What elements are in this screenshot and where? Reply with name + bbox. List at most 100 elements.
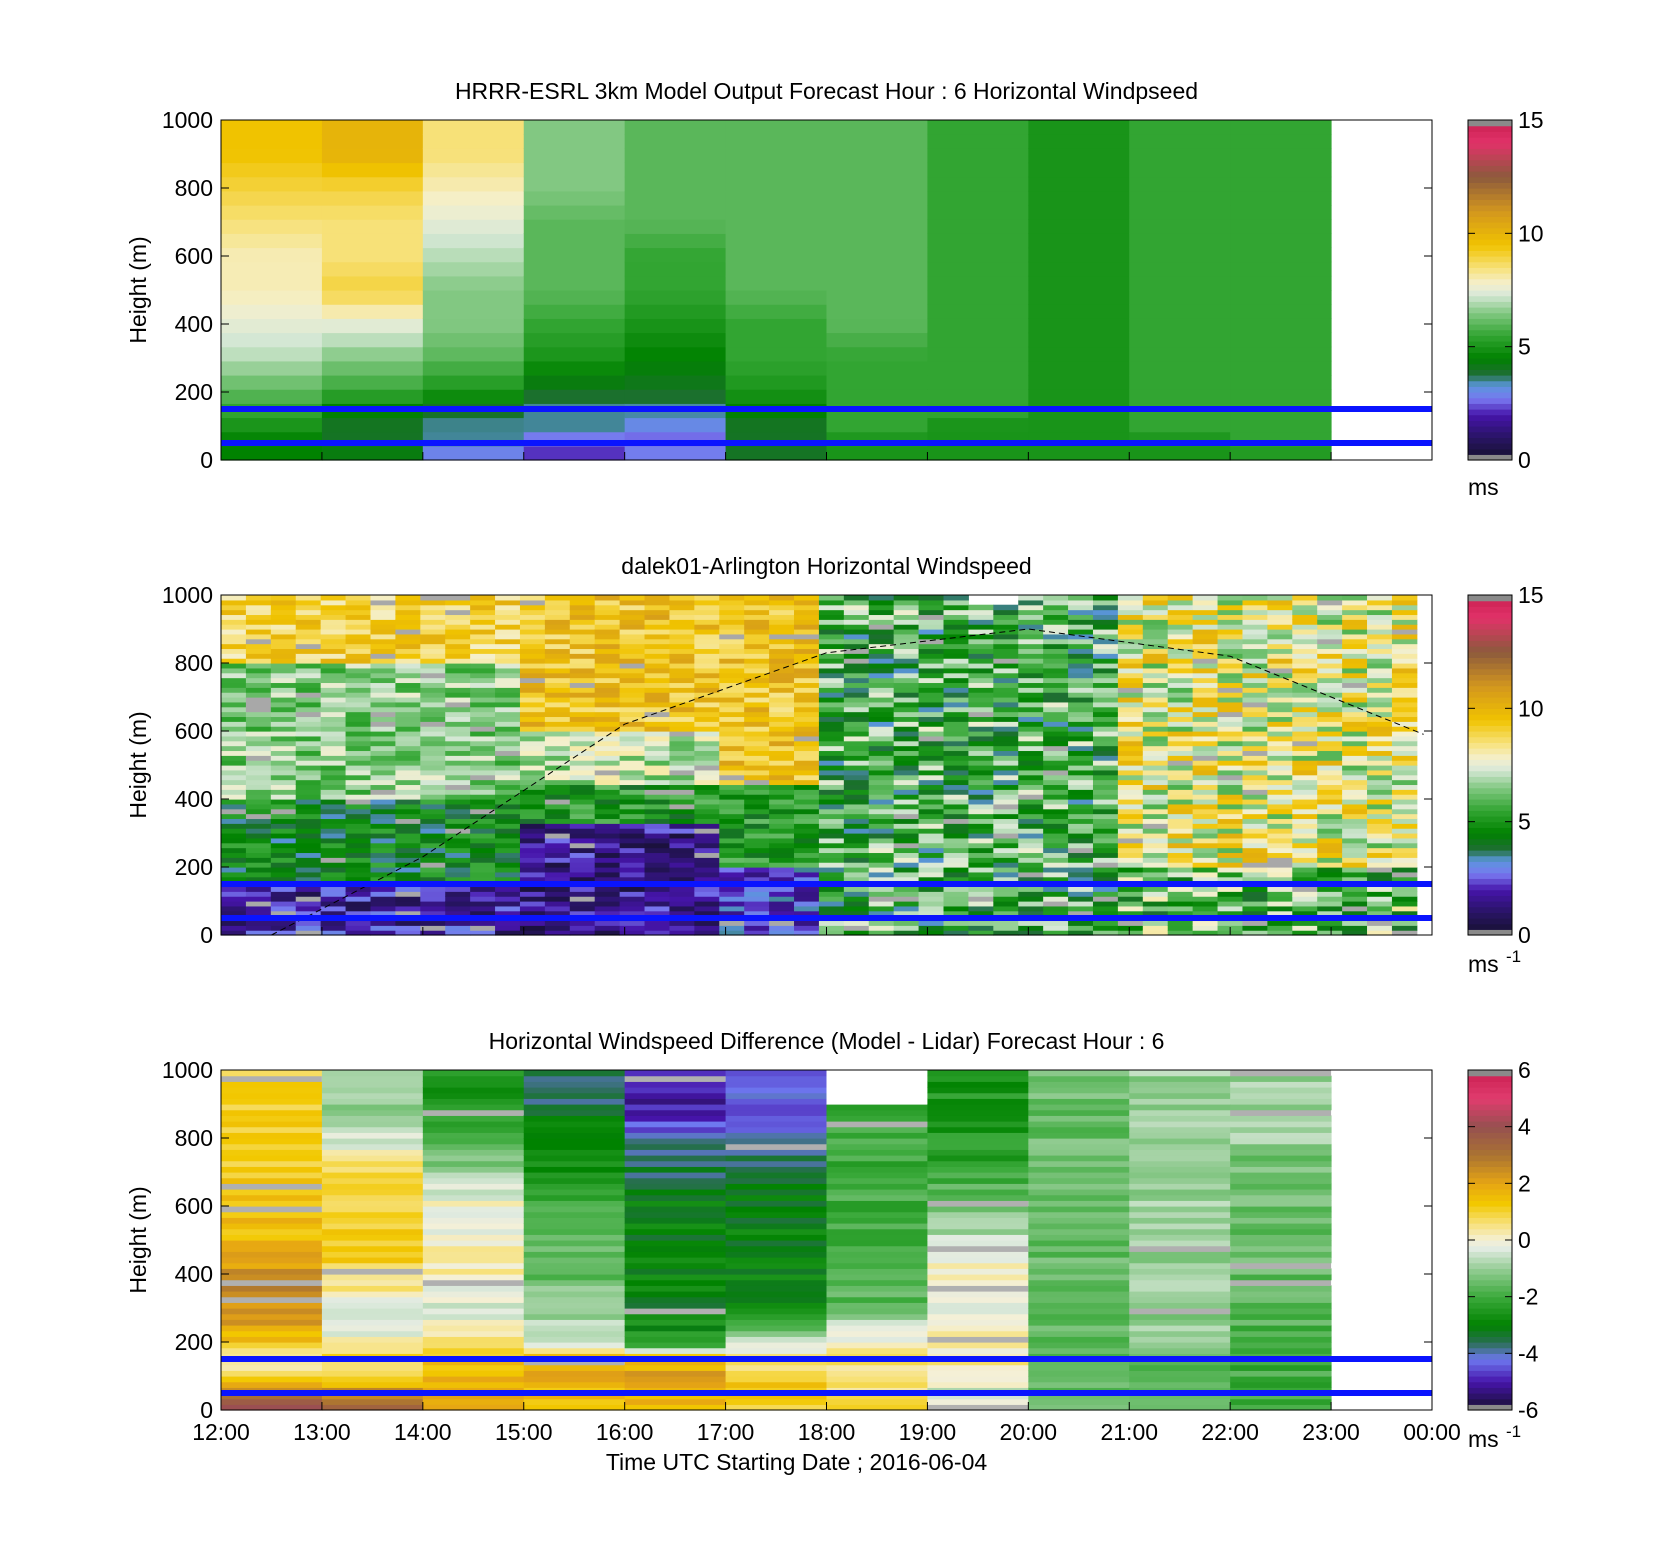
heatmap-cell bbox=[993, 794, 1019, 800]
heatmap-cell bbox=[1028, 1166, 1130, 1173]
heatmap-cell bbox=[1267, 847, 1293, 854]
heatmap-cell bbox=[495, 692, 521, 698]
heatmap-cell bbox=[1217, 774, 1243, 781]
heatmap-cell bbox=[1117, 658, 1144, 664]
heatmap-cell bbox=[826, 1291, 928, 1298]
heatmap-cell bbox=[495, 624, 521, 630]
heatmap-cell bbox=[1167, 614, 1194, 620]
heatmap-cell bbox=[619, 609, 646, 616]
heatmap-cell bbox=[594, 609, 621, 616]
heatmap-cell bbox=[1129, 1262, 1231, 1269]
heatmap-cell bbox=[1217, 920, 1243, 926]
heatmap-cell bbox=[544, 769, 571, 776]
heatmap-cell bbox=[669, 794, 695, 800]
heatmap-cell bbox=[794, 721, 820, 727]
heatmap-cell bbox=[918, 648, 945, 654]
heatmap-cell bbox=[445, 867, 471, 873]
heatmap-cell bbox=[818, 701, 845, 708]
heatmap-cell bbox=[1192, 711, 1219, 718]
heatmap-cell bbox=[1043, 721, 1069, 727]
heatmap-cell bbox=[968, 837, 994, 844]
heatmap-cell bbox=[445, 901, 471, 907]
heatmap-cell bbox=[1167, 833, 1194, 839]
heatmap-cell bbox=[918, 769, 945, 776]
heatmap-cell bbox=[569, 852, 596, 858]
heatmap-cell bbox=[968, 905, 994, 912]
heatmap-cell bbox=[470, 682, 496, 688]
heatmap-cell bbox=[1028, 389, 1130, 404]
heatmap-cell bbox=[1129, 360, 1231, 376]
heatmap-cell bbox=[1391, 769, 1418, 776]
heatmap-cell bbox=[818, 925, 845, 931]
heatmap-cell bbox=[270, 692, 297, 698]
heatmap-cell bbox=[495, 837, 521, 844]
heatmap-cell bbox=[1267, 638, 1293, 645]
heatmap-cell bbox=[843, 687, 870, 693]
heatmap-cell bbox=[1342, 614, 1368, 620]
heatmap-cell bbox=[744, 609, 770, 616]
heatmap-cell bbox=[470, 731, 496, 737]
heatmap-cell bbox=[943, 706, 969, 713]
heatmap-cell bbox=[1117, 663, 1144, 669]
colorbar-swatch bbox=[1468, 1302, 1512, 1309]
heatmap-cell bbox=[1317, 779, 1343, 786]
heatmap-cell bbox=[420, 604, 446, 611]
colorbar-swatch bbox=[1468, 426, 1512, 433]
heatmap-cell bbox=[320, 930, 347, 936]
heatmap-cell bbox=[1129, 205, 1231, 220]
heatmap-cell bbox=[1292, 701, 1318, 708]
heatmap-cell bbox=[245, 857, 272, 863]
heatmap-cell bbox=[843, 896, 870, 902]
heatmap-cell bbox=[1367, 735, 1393, 742]
heatmap-cell bbox=[1317, 910, 1343, 917]
heatmap-cell bbox=[420, 595, 446, 601]
heatmap-cell bbox=[624, 1172, 727, 1179]
heatmap-cell bbox=[422, 205, 525, 220]
heatmap-cell bbox=[1142, 735, 1169, 742]
heatmap-cell bbox=[295, 638, 322, 645]
heatmap-cell bbox=[624, 1223, 727, 1230]
heatmap-cell bbox=[868, 711, 895, 718]
heatmap-cell bbox=[1092, 643, 1119, 650]
heatmap-cell bbox=[1129, 1325, 1231, 1332]
heatmap-cell bbox=[1028, 1251, 1130, 1258]
heatmap-cell bbox=[422, 1206, 525, 1213]
colorbar-swatch bbox=[1468, 397, 1512, 404]
heatmap-cell bbox=[523, 1143, 626, 1150]
heatmap-cell bbox=[370, 867, 396, 873]
heatmap-cell bbox=[1342, 920, 1368, 926]
heatmap-cell bbox=[1167, 920, 1194, 926]
heatmap-cell bbox=[1242, 629, 1268, 635]
heatmap-cell bbox=[918, 716, 945, 722]
heatmap-cell bbox=[519, 667, 546, 674]
heatmap-cell bbox=[1217, 799, 1243, 805]
heatmap-cell bbox=[245, 876, 272, 883]
heatmap-cell bbox=[694, 876, 720, 883]
heatmap-cell bbox=[927, 1393, 1029, 1400]
heatmap-cell bbox=[943, 609, 969, 616]
heatmap-cell bbox=[1117, 716, 1144, 722]
heatmap-cell bbox=[744, 925, 770, 931]
heatmap-cell bbox=[345, 755, 371, 761]
x-tick-label: 17:00 bbox=[697, 1419, 755, 1445]
heatmap-cell bbox=[320, 760, 347, 766]
heatmap-cell bbox=[1043, 648, 1069, 654]
heatmap-cell bbox=[544, 823, 571, 829]
heatmap-cell bbox=[519, 731, 546, 737]
colorbar-swatch bbox=[1468, 691, 1512, 698]
heatmap-cell bbox=[1242, 925, 1268, 931]
heatmap-cell bbox=[868, 721, 895, 727]
heatmap-cell bbox=[826, 375, 928, 390]
heatmap-cell bbox=[826, 1376, 928, 1383]
heatmap-cell bbox=[1117, 833, 1144, 839]
heatmap-cell bbox=[544, 828, 571, 834]
heatmap-cell bbox=[1167, 740, 1194, 747]
heatmap-cell bbox=[245, 604, 272, 611]
heatmap-cell bbox=[221, 1381, 323, 1388]
heatmap-cell bbox=[345, 672, 371, 679]
heatmap-cell bbox=[1092, 658, 1119, 664]
heatmap-cell bbox=[1043, 765, 1069, 771]
heatmap-cell bbox=[1367, 706, 1393, 713]
heatmap-cell bbox=[422, 1302, 525, 1309]
heatmap-cell bbox=[1092, 867, 1119, 873]
